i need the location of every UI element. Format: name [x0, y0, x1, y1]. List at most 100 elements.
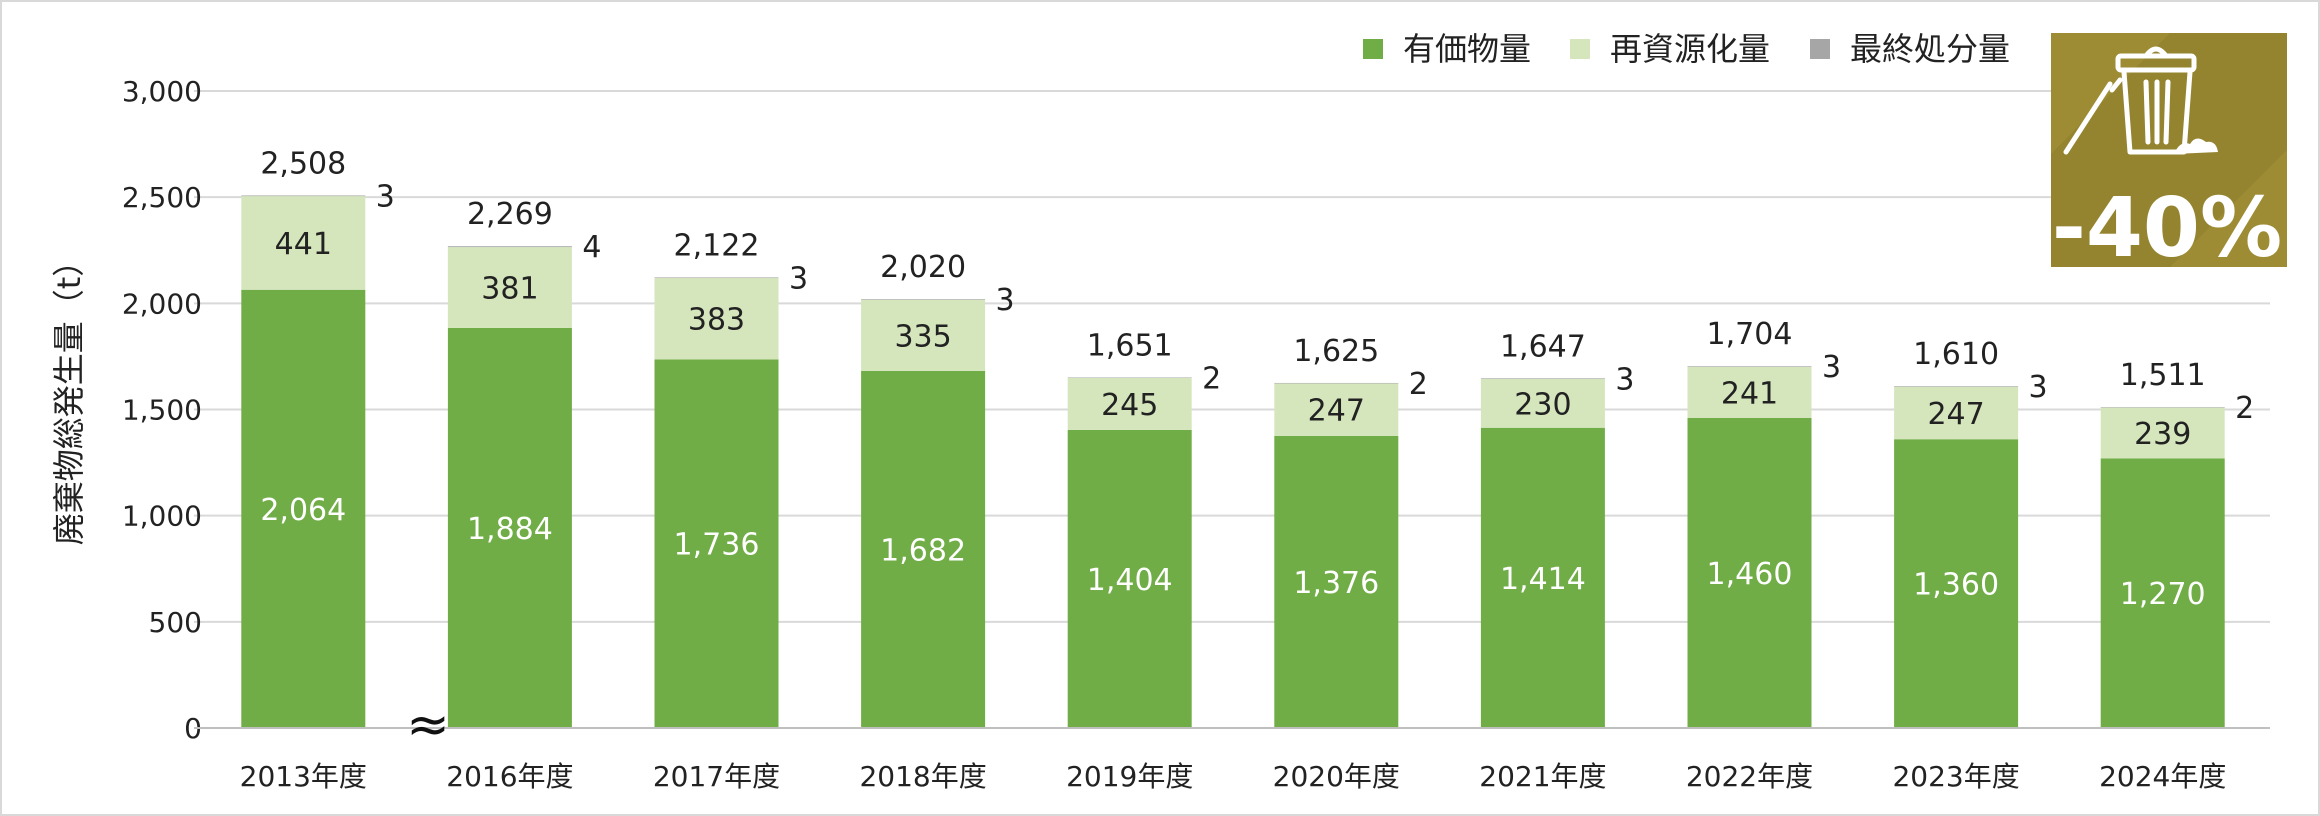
total-label: 1,647: [1500, 329, 1586, 364]
y-axis-ticks: 0 500 1,000 1,500 2,000 2,500 3,000: [122, 75, 202, 745]
badge-text: -40%: [2052, 181, 2282, 276]
total-label: 1,511: [2120, 358, 2206, 393]
x-tick-label: 2018年度: [859, 760, 986, 793]
trash-bin-icon: [2063, 46, 2218, 155]
value-label: 1,404: [1087, 563, 1173, 598]
bars: [241, 195, 2225, 728]
legend-label-2: 最終処分量: [1850, 30, 2010, 68]
legend-swatch-0: [1363, 39, 1383, 59]
bar-segment: [1274, 383, 1399, 436]
total-label: 2,508: [260, 146, 346, 181]
total-label: 2,269: [467, 197, 553, 232]
x-axis-ticks: 2013年度 2016年度 2017年度 2018年度 2019年度 2020年度 2021…: [240, 760, 2227, 793]
bar-segment: [1687, 417, 1812, 728]
bar-segment: [1067, 377, 1192, 378]
bar-segment: [241, 195, 366, 197]
value-label: 1,414: [1500, 562, 1586, 597]
bar-segment: [1894, 386, 2019, 440]
total-label: 1,610: [1913, 337, 1999, 372]
y-tick-label: 1,500: [122, 394, 202, 427]
bar-segment: [1480, 378, 1605, 379]
value-label: 441: [275, 227, 332, 262]
reduction-badge: -40%: [2051, 33, 2287, 276]
y-axis-title: 廃棄物総発生量（t）: [50, 245, 88, 546]
x-tick-label: 2016年度: [446, 760, 573, 793]
value-label: 245: [1101, 388, 1158, 423]
bar-segment: [1480, 427, 1605, 728]
bar-segment: [861, 299, 986, 371]
legend-swatch-2: [1810, 39, 1830, 59]
axis-break-symbol: ≈: [406, 695, 450, 755]
value-label: 3: [2029, 370, 2048, 405]
value-label: 247: [1927, 397, 1984, 432]
value-label: 4: [582, 230, 601, 265]
value-label: 2: [1202, 361, 1221, 396]
bar-segment: [2100, 458, 2225, 728]
total-label: 1,704: [1707, 317, 1793, 352]
bar-segment: [447, 327, 572, 728]
bar-segment: [1687, 366, 1812, 418]
value-label: 3: [789, 261, 808, 296]
value-label: 1,376: [1293, 566, 1379, 601]
x-tick-label: 2024年度: [2099, 760, 2226, 793]
x-tick-label: 2020年度: [1273, 760, 1400, 793]
total-label: 2,020: [880, 250, 966, 285]
value-label: 383: [688, 303, 745, 338]
y-tick-label: 2,000: [122, 287, 202, 320]
bar-segment: [654, 277, 779, 279]
value-label: 3: [1615, 362, 1634, 397]
bar-segment: [2100, 407, 2225, 408]
value-label: 1,460: [1707, 557, 1793, 592]
total-label: 2,122: [674, 228, 760, 263]
x-tick-label: 2023年度: [1892, 760, 2019, 793]
x-tick-label: 2017年度: [653, 760, 780, 793]
x-tick-label: 2022年度: [1686, 760, 1813, 793]
value-label: 2,064: [260, 493, 346, 528]
data-labels: 2,064 441 3 2,508 1,884 381 4 2,269 1,736 383 3 2,1…: [260, 146, 2254, 612]
value-label: 1,270: [2120, 577, 2206, 612]
value-label: 3: [1822, 350, 1841, 385]
bar-segment: [2100, 407, 2225, 459]
bar-segment: [241, 196, 366, 290]
y-tick-label: 3,000: [122, 75, 202, 108]
value-label: 230: [1514, 387, 1571, 422]
bar-segment: [654, 359, 779, 728]
value-label: 1,884: [467, 512, 553, 547]
bar-segment: [1067, 429, 1192, 728]
bar-segment: [1480, 378, 1605, 428]
bar-segment: [861, 370, 986, 728]
bar-segment: [1894, 386, 2019, 387]
value-label: 1,360: [1913, 568, 1999, 603]
value-label: 2: [1409, 367, 1428, 402]
bar-segment: [1274, 435, 1399, 728]
value-label: 3: [376, 179, 395, 214]
bar-segment: [1067, 377, 1192, 430]
value-label: 247: [1308, 394, 1365, 429]
bar-segment: [1894, 439, 2019, 728]
y-tick-label: 1,000: [122, 500, 202, 533]
y-tick-label: 500: [149, 606, 202, 639]
x-tick-label: 2013年度: [240, 760, 367, 793]
bar-segment: [1687, 366, 1812, 367]
value-label: 381: [481, 272, 538, 307]
legend-swatch-1: [1570, 39, 1590, 59]
bar-segment: [654, 278, 779, 360]
legend-label-1: 再資源化量: [1610, 30, 1770, 68]
total-label: 1,625: [1293, 334, 1379, 369]
bar-segment: [447, 246, 572, 248]
value-label: 335: [894, 319, 951, 354]
value-label: 239: [2134, 417, 2191, 452]
value-label: 241: [1721, 376, 1778, 411]
bar-segment: [1274, 382, 1399, 384]
x-tick-label: 2019年度: [1066, 760, 1193, 793]
value-label: 1,682: [880, 533, 966, 568]
bar-segment: [447, 247, 572, 328]
bar-segment: [861, 299, 986, 300]
y-tick-label: 0: [184, 712, 202, 745]
legend-label-0: 有価物量: [1403, 30, 1531, 68]
value-label: 2: [2235, 391, 2254, 426]
value-label: 3: [996, 283, 1015, 318]
